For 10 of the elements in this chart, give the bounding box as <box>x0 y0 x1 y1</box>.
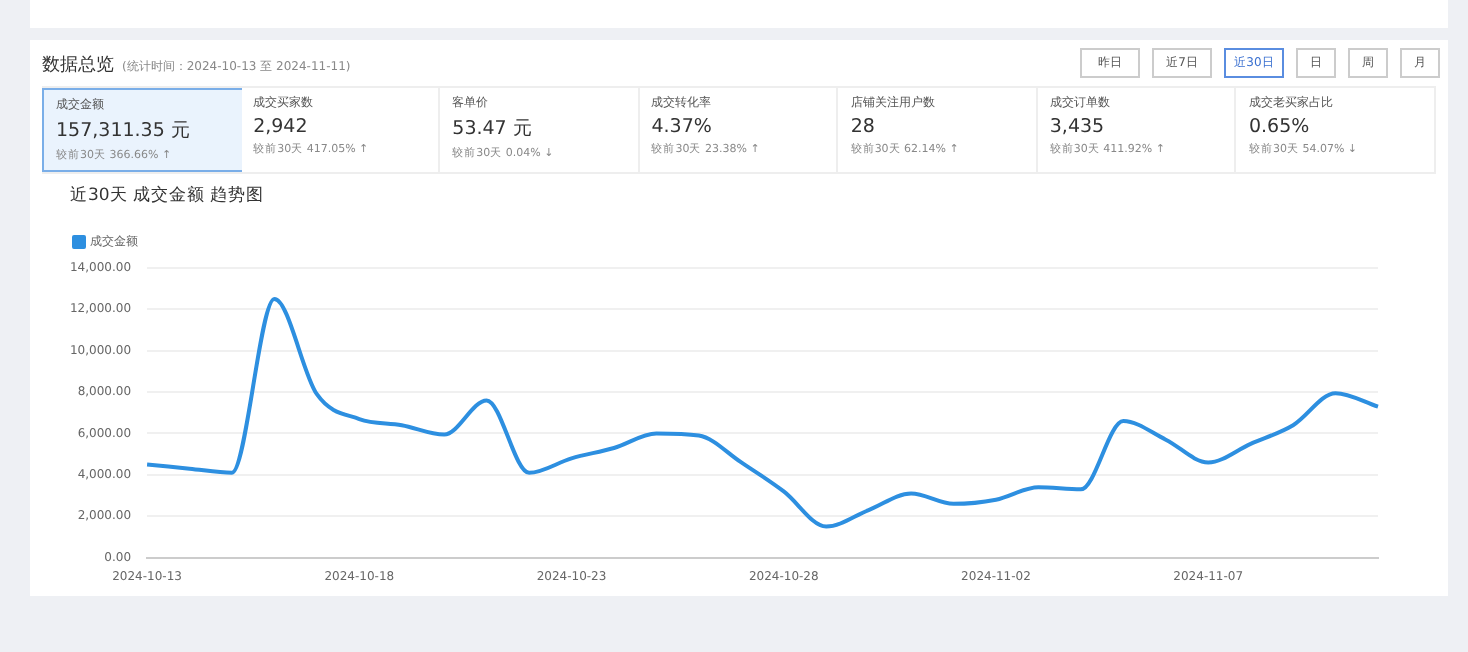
text: 2,942 <box>253 116 310 138</box>
text: 157,311.35 元 <box>56 118 193 144</box>
chart-title: 近30天 成交金额 趋势图 <box>68 183 267 210</box>
line-series <box>145 297 1380 529</box>
text: 4.37% <box>651 116 714 138</box>
text: 53.47 元 <box>452 116 535 142</box>
text: 3,435 <box>1049 116 1107 138</box>
text: 0.65% <box>1248 116 1312 138</box>
text: 数据总览 <box>42 56 114 76</box>
text: 28 <box>850 116 877 138</box>
